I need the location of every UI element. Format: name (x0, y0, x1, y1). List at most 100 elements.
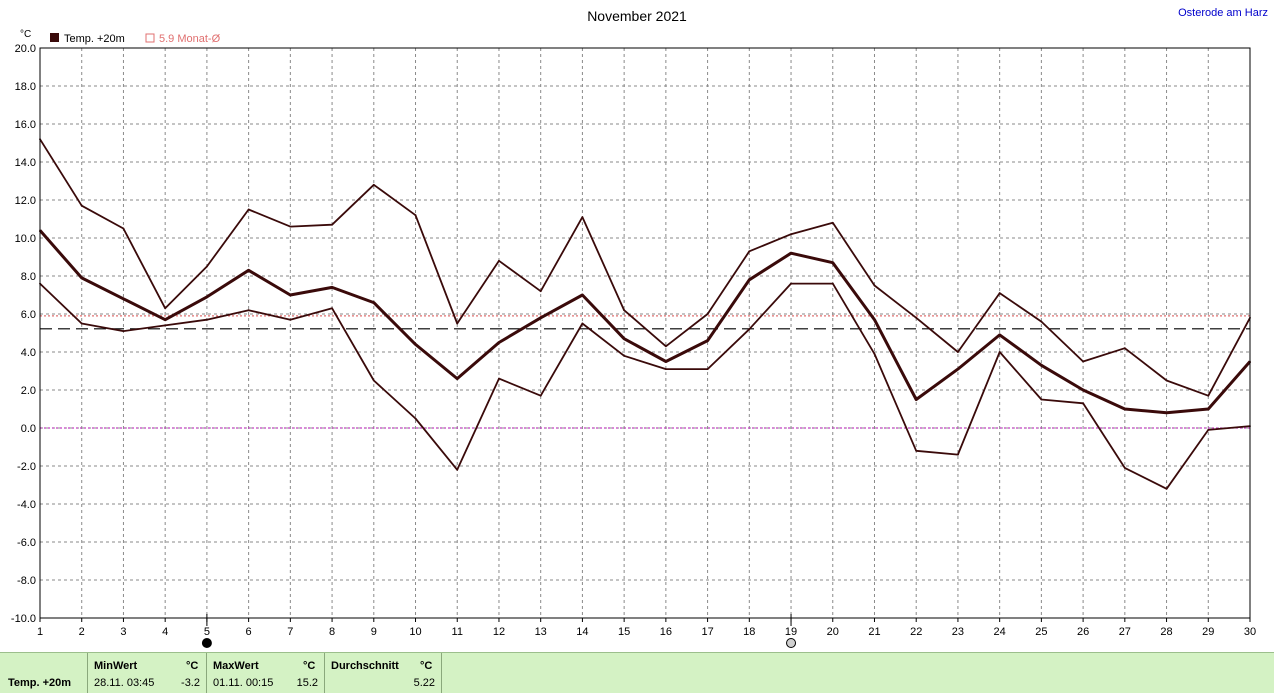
data-point-max (1207, 394, 1210, 397)
x-tick-label: 8 (329, 626, 335, 638)
x-tick-label: 19 (785, 626, 797, 638)
data-point-mean (498, 341, 500, 344)
data-point-max (164, 307, 167, 310)
series-line-max (39, 138, 1251, 397)
data-point-mean (164, 318, 167, 321)
y-tick-label: 14.0 (15, 157, 36, 169)
x-tick-label: 12 (493, 626, 505, 638)
x-tick-label: 17 (701, 626, 713, 638)
data-point-max (80, 204, 83, 207)
data-point-mean (998, 334, 1001, 336)
data-point-mean (748, 278, 751, 281)
y-tick-label: -10.0 (11, 613, 36, 625)
avg-value: 5.22 (413, 677, 435, 689)
y-tick-label: 12.0 (15, 195, 36, 207)
data-point-max (205, 265, 208, 268)
legend-label-temp: Temp. +20m (64, 33, 125, 45)
data-point-max (456, 322, 459, 325)
data-point-min (80, 322, 83, 325)
data-point-min (414, 417, 417, 420)
data-point-mean (664, 360, 667, 363)
max-header: MaxWert (213, 660, 259, 672)
location-link[interactable]: Osterode am Harz (1178, 7, 1268, 19)
data-point-min (873, 353, 876, 355)
x-tick-label: 16 (660, 626, 672, 638)
data-point-min (372, 379, 375, 382)
legend-swatch-temp (50, 33, 59, 42)
chart-title: November 2021 (587, 8, 687, 24)
y-axis-ticks: 20.0 18.0 16.0 14.0 12.0 10.0 8.0 6.0 4.0 2.0 0.0 -… (11, 43, 36, 625)
data-point-mean (122, 297, 125, 300)
data-point-min (164, 324, 167, 327)
x-tick-label: 21 (868, 626, 880, 638)
x-tick-label: 28 (1160, 626, 1172, 638)
data-point-min (664, 368, 667, 370)
y-tick-label: 18.0 (15, 81, 36, 93)
max-datetime: 01.11. 00:15 (213, 677, 274, 689)
x-tick-label: 3 (120, 626, 126, 638)
data-point-mean (873, 318, 876, 321)
data-point-min (790, 282, 792, 285)
data-point-mean (1207, 408, 1210, 410)
x-tick-label: 18 (743, 626, 755, 638)
x-tick-label: 9 (371, 626, 377, 638)
min-unit: °C (186, 660, 199, 672)
data-point-mean (456, 377, 459, 380)
y-tick-label: 16.0 (15, 119, 36, 131)
data-point-min (1082, 402, 1085, 405)
x-tick-label: 22 (910, 626, 922, 638)
footer-row-label-cell: Temp. +20m (0, 653, 88, 693)
x-tick-label: 30 (1244, 626, 1256, 638)
max-value: 15.2 (296, 677, 318, 689)
data-point-max (623, 309, 626, 312)
data-point-max (414, 214, 417, 217)
x-tick-label: 2 (79, 626, 85, 638)
data-point-max (1165, 379, 1168, 382)
y-tick-label: 8.0 (21, 271, 36, 283)
data-point-min (998, 351, 1001, 353)
data-point-min (122, 330, 125, 332)
data-point-max (331, 223, 333, 226)
x-axis-ticks: 1 2 3 4 5 6 7 8 9 10 11 12 13 14 15 16 17 18 19 20 21 22 23 24 2… (37, 618, 1256, 638)
x-tick-label: 1 (37, 626, 43, 638)
y-unit-label: °C (20, 29, 31, 40)
data-point-min (831, 282, 834, 285)
data-point-min (205, 318, 208, 321)
temperature-chart: November 2021 Osterode am Harz °C Temp. … (11, 7, 1268, 648)
data-point-max (539, 290, 542, 293)
y-tick-label: -4.0 (17, 499, 36, 511)
data-point-mean (623, 337, 626, 340)
legend: Temp. +20m 5.9 Monat-Ø (50, 33, 221, 45)
x-tick-label: 14 (576, 626, 588, 638)
max-unit: °C (303, 660, 316, 672)
data-point-min (915, 449, 918, 452)
data-point-max (915, 316, 918, 319)
data-point-min (957, 453, 959, 456)
x-tick-label: 26 (1077, 626, 1089, 638)
data-point-min (456, 468, 459, 471)
data-point-min (1207, 429, 1210, 431)
plot-frame (39, 47, 1251, 619)
data-point-mean (80, 277, 83, 279)
data-point-mean (1165, 411, 1168, 414)
data-point-min (581, 322, 584, 325)
full-moon-icon (786, 638, 797, 648)
x-tick-label: 5 (204, 626, 210, 638)
max-cell: MaxWert °C 01.11. 00:15 15.2 (207, 653, 325, 693)
data-point-mean (205, 296, 208, 298)
data-point-max (372, 183, 375, 186)
statistics-footer: Temp. +20m MinWert °C 28.11. 03:45 -3.2 … (0, 652, 1274, 693)
y-tick-label: 0.0 (21, 423, 36, 435)
x-tick-label: 13 (535, 626, 547, 638)
data-point-mean (372, 301, 375, 304)
data-point-mean (539, 316, 542, 319)
y-tick-label: -2.0 (17, 461, 36, 473)
data-point-mean (1123, 408, 1126, 410)
x-tick-label: 23 (952, 626, 964, 638)
data-point-max (247, 208, 250, 211)
reference-lines (40, 315, 1250, 429)
data-point-min (247, 309, 250, 312)
data-point-mean (247, 269, 250, 272)
data-point-min (289, 318, 292, 321)
data-point-mean (1082, 389, 1085, 391)
